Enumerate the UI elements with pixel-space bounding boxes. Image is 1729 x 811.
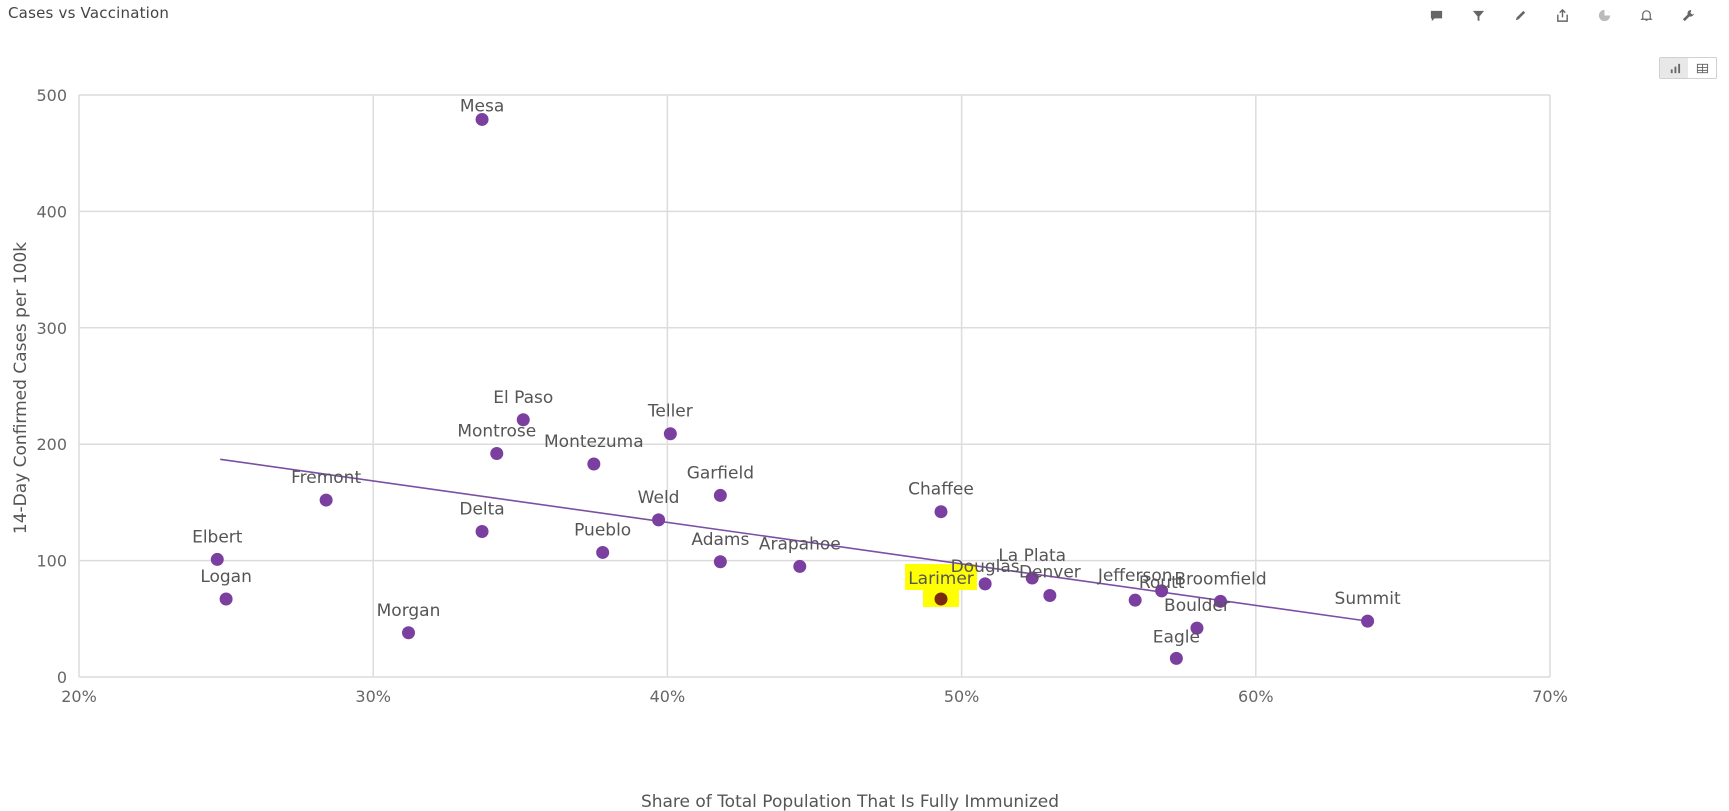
chart-title: Cases vs Vaccination bbox=[8, 4, 170, 22]
pencil-icon[interactable] bbox=[1499, 2, 1541, 28]
point-broomfield bbox=[1213, 594, 1227, 608]
point-montrose bbox=[490, 447, 504, 461]
pie-icon[interactable] bbox=[1583, 2, 1625, 28]
point-label-adams: Adams bbox=[691, 530, 749, 550]
point-label-morgan: Morgan bbox=[377, 601, 441, 621]
point-teller bbox=[663, 427, 677, 441]
point-label-pueblo: Pueblo bbox=[574, 520, 631, 540]
chart-toolbar bbox=[1415, 2, 1709, 28]
highlight-label-bg bbox=[905, 564, 978, 591]
view-toggle bbox=[1659, 57, 1717, 79]
point-label-chaffee: Chaffee bbox=[908, 480, 974, 500]
point-label-douglas: Douglas bbox=[951, 557, 1020, 577]
x-axis-title: Share of Total Population That Is Fully … bbox=[641, 792, 1059, 811]
point-montezuma bbox=[587, 457, 601, 471]
point-label-jefferson: Jefferson bbox=[1097, 566, 1173, 586]
y-tick-label: 200 bbox=[36, 435, 67, 454]
y-tick-label: 300 bbox=[36, 319, 67, 338]
trendline-layer bbox=[220, 458, 1368, 622]
point-label-larimer: Larimer bbox=[908, 569, 974, 589]
point-label-weld: Weld bbox=[638, 488, 680, 508]
x-tick-label: 30% bbox=[355, 687, 391, 706]
point-label-eagle: Eagle bbox=[1153, 627, 1200, 647]
x-tick-label: 20% bbox=[61, 687, 97, 706]
point-el-paso bbox=[516, 413, 530, 427]
point-label-boulder: Boulder bbox=[1164, 596, 1230, 616]
point-elbert bbox=[210, 552, 224, 566]
point-pueblo bbox=[596, 545, 610, 559]
point-adams bbox=[713, 555, 727, 569]
share-icon[interactable] bbox=[1541, 2, 1583, 28]
chart-grid bbox=[78, 94, 1551, 678]
point-label-elbert: Elbert bbox=[192, 527, 243, 547]
point-chaffee bbox=[934, 505, 948, 519]
point-summit bbox=[1361, 614, 1375, 628]
point-la-plata bbox=[1025, 571, 1039, 585]
point-label-summit: Summit bbox=[1335, 589, 1401, 609]
bell-icon[interactable] bbox=[1625, 2, 1667, 28]
y-tick-label: 400 bbox=[36, 202, 67, 221]
chart-view-icon[interactable] bbox=[1660, 58, 1688, 78]
point-label-montezuma: Montezuma bbox=[544, 432, 644, 452]
point-denver bbox=[1043, 589, 1057, 603]
point-arapahoe bbox=[793, 559, 807, 573]
point-label-delta: Delta bbox=[459, 500, 504, 520]
point-label-mesa: Mesa bbox=[460, 96, 504, 116]
points-layer bbox=[210, 112, 1375, 665]
comment-icon[interactable] bbox=[1415, 2, 1457, 28]
point-jefferson bbox=[1128, 593, 1142, 607]
x-tick-label: 70% bbox=[1532, 687, 1568, 706]
table-view-icon[interactable] bbox=[1688, 58, 1716, 78]
point-label-fremont: Fremont bbox=[291, 468, 361, 488]
point-logan bbox=[219, 592, 233, 606]
wrench-icon[interactable] bbox=[1667, 2, 1709, 28]
y-axis-title: 14-Day Confirmed Cases per 100k bbox=[11, 242, 31, 534]
point-label-denver: Denver bbox=[1019, 563, 1081, 583]
point-mesa bbox=[475, 112, 489, 126]
point-eagle bbox=[1169, 651, 1183, 665]
point-label-garfield: Garfield bbox=[687, 463, 754, 483]
y-tick-label: 500 bbox=[36, 86, 67, 105]
point-larimer bbox=[934, 592, 948, 606]
point-label-arapahoe: Arapahoe bbox=[759, 534, 841, 554]
point-label-teller: Teller bbox=[647, 402, 693, 422]
x-axis-ticks: 20% 30% 40% 50% 60% 70% bbox=[61, 687, 1568, 706]
labels-layer: Mesa El Paso Teller Montrose Montezuma Fremon… bbox=[192, 96, 1401, 647]
point-boulder bbox=[1190, 621, 1204, 635]
point-routt bbox=[1155, 584, 1169, 598]
point-label-routt: Routt bbox=[1139, 573, 1185, 593]
x-tick-label: 60% bbox=[1238, 687, 1274, 706]
filter-icon[interactable] bbox=[1457, 2, 1499, 28]
x-tick-label: 50% bbox=[944, 687, 980, 706]
point-label-broomfield: Broomfield bbox=[1174, 569, 1266, 589]
point-label-logan: Logan bbox=[200, 567, 252, 587]
trendline bbox=[220, 458, 1368, 622]
y-tick-label: 100 bbox=[36, 552, 67, 571]
point-morgan bbox=[402, 626, 416, 640]
point-douglas bbox=[978, 577, 992, 591]
point-label-la-plata: La Plata bbox=[998, 546, 1066, 566]
y-axis-ticks: 0 100 200 300 400 500 bbox=[36, 86, 67, 687]
point-fremont bbox=[319, 493, 333, 507]
x-tick-label: 40% bbox=[650, 687, 686, 706]
point-label-montrose: Montrose bbox=[457, 422, 536, 442]
point-delta bbox=[475, 525, 489, 538]
y-tick-label: 0 bbox=[57, 668, 67, 687]
point-weld bbox=[652, 513, 666, 527]
point-garfield bbox=[713, 488, 727, 502]
point-label-el-paso: El Paso bbox=[493, 388, 553, 408]
